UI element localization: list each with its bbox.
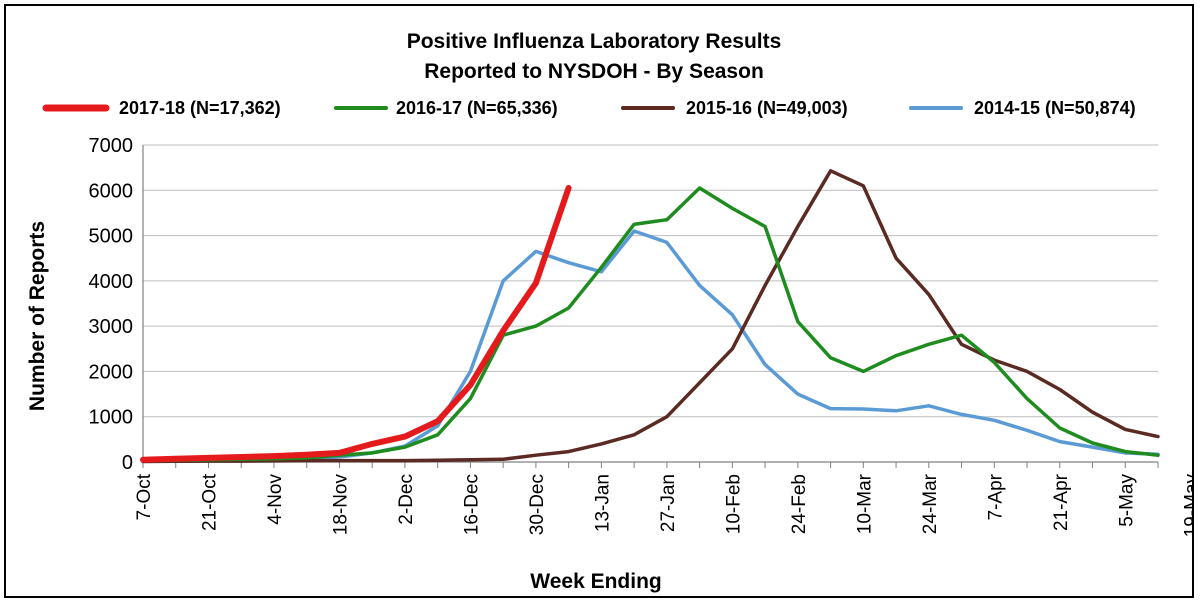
y-tick-label: 5000: [89, 226, 134, 248]
x-tick-label: 24-Mar: [920, 473, 941, 534]
x-tick-label: 7-Apr: [985, 473, 1006, 520]
series-line-2016-17: [141, 186, 1160, 463]
x-tick-label: 18-Nov: [330, 474, 351, 536]
y-tick-label: 4000: [89, 271, 134, 293]
legend-label-2016-17: 2016-17 (N=65,336): [396, 98, 558, 118]
x-tick-label: 10-Mar: [854, 473, 875, 534]
x-tick-label: 5-May: [1116, 474, 1137, 527]
y-tick-labels: 0 1000 2000 3000 4000 5000 6000 7000: [89, 135, 134, 474]
x-tick-label: 30-Dec: [527, 474, 548, 535]
x-axis-label: Week Ending: [530, 570, 661, 593]
y-tick-label: 7000: [89, 135, 134, 157]
x-tick-label: 16-Dec: [461, 474, 482, 535]
chart-title-line-1: Positive Influenza Laboratory Results: [407, 30, 782, 53]
legend-label-2014-15: 2014-15 (N=50,874): [974, 98, 1136, 118]
x-tick-labels: 7-Oct 21-Oct 4-Nov 18-Nov 2-Dec 16-Dec 30-Dec 1…: [134, 473, 1200, 538]
x-tick-label: 4-Nov: [265, 474, 286, 525]
x-tick-label: 7-Oct: [134, 473, 155, 520]
x-tick-label: 10-Feb: [723, 474, 744, 534]
y-tick-label: 2000: [89, 361, 134, 383]
chart-title-line-2: Reported to NYSDOH - By Season: [424, 60, 764, 83]
legend-label-2015-16: 2015-16 (N=49,003): [686, 98, 848, 118]
x-tick-label: 24-Feb: [789, 474, 810, 534]
series-line-2017-18: [140, 185, 572, 463]
x-tick-label: 19-May: [1182, 474, 1192, 538]
x-tick-label: 13-Jan: [592, 474, 613, 532]
y-tick-label: 1000: [89, 407, 134, 429]
y-tick-label: 0: [122, 452, 133, 474]
y-tick-label: 6000: [89, 180, 134, 202]
legend: 2017-18 (N=17,362) 2016-17 (N=65,336) 2015…: [42, 98, 1136, 118]
legend-label-2017-18: 2017-18 (N=17,362): [119, 98, 281, 118]
chart: Positive Influenza Laboratory Results Re…: [26, 30, 1200, 593]
chart-frame: Positive Influenza Laboratory Results Re…: [4, 4, 1200, 598]
x-tick-label: 2-Dec: [396, 474, 417, 525]
x-tick-label: 21-Oct: [199, 473, 220, 531]
y-tick-label: 3000: [89, 316, 134, 338]
series-lines: [140, 169, 1160, 464]
series-line-2015-16: [141, 169, 1160, 464]
x-tick-label: 27-Jan: [658, 474, 679, 532]
x-tick-label: 21-Apr: [1051, 473, 1072, 531]
y-axis-label: Number of Reports: [26, 221, 49, 411]
axes: [142, 145, 1159, 468]
